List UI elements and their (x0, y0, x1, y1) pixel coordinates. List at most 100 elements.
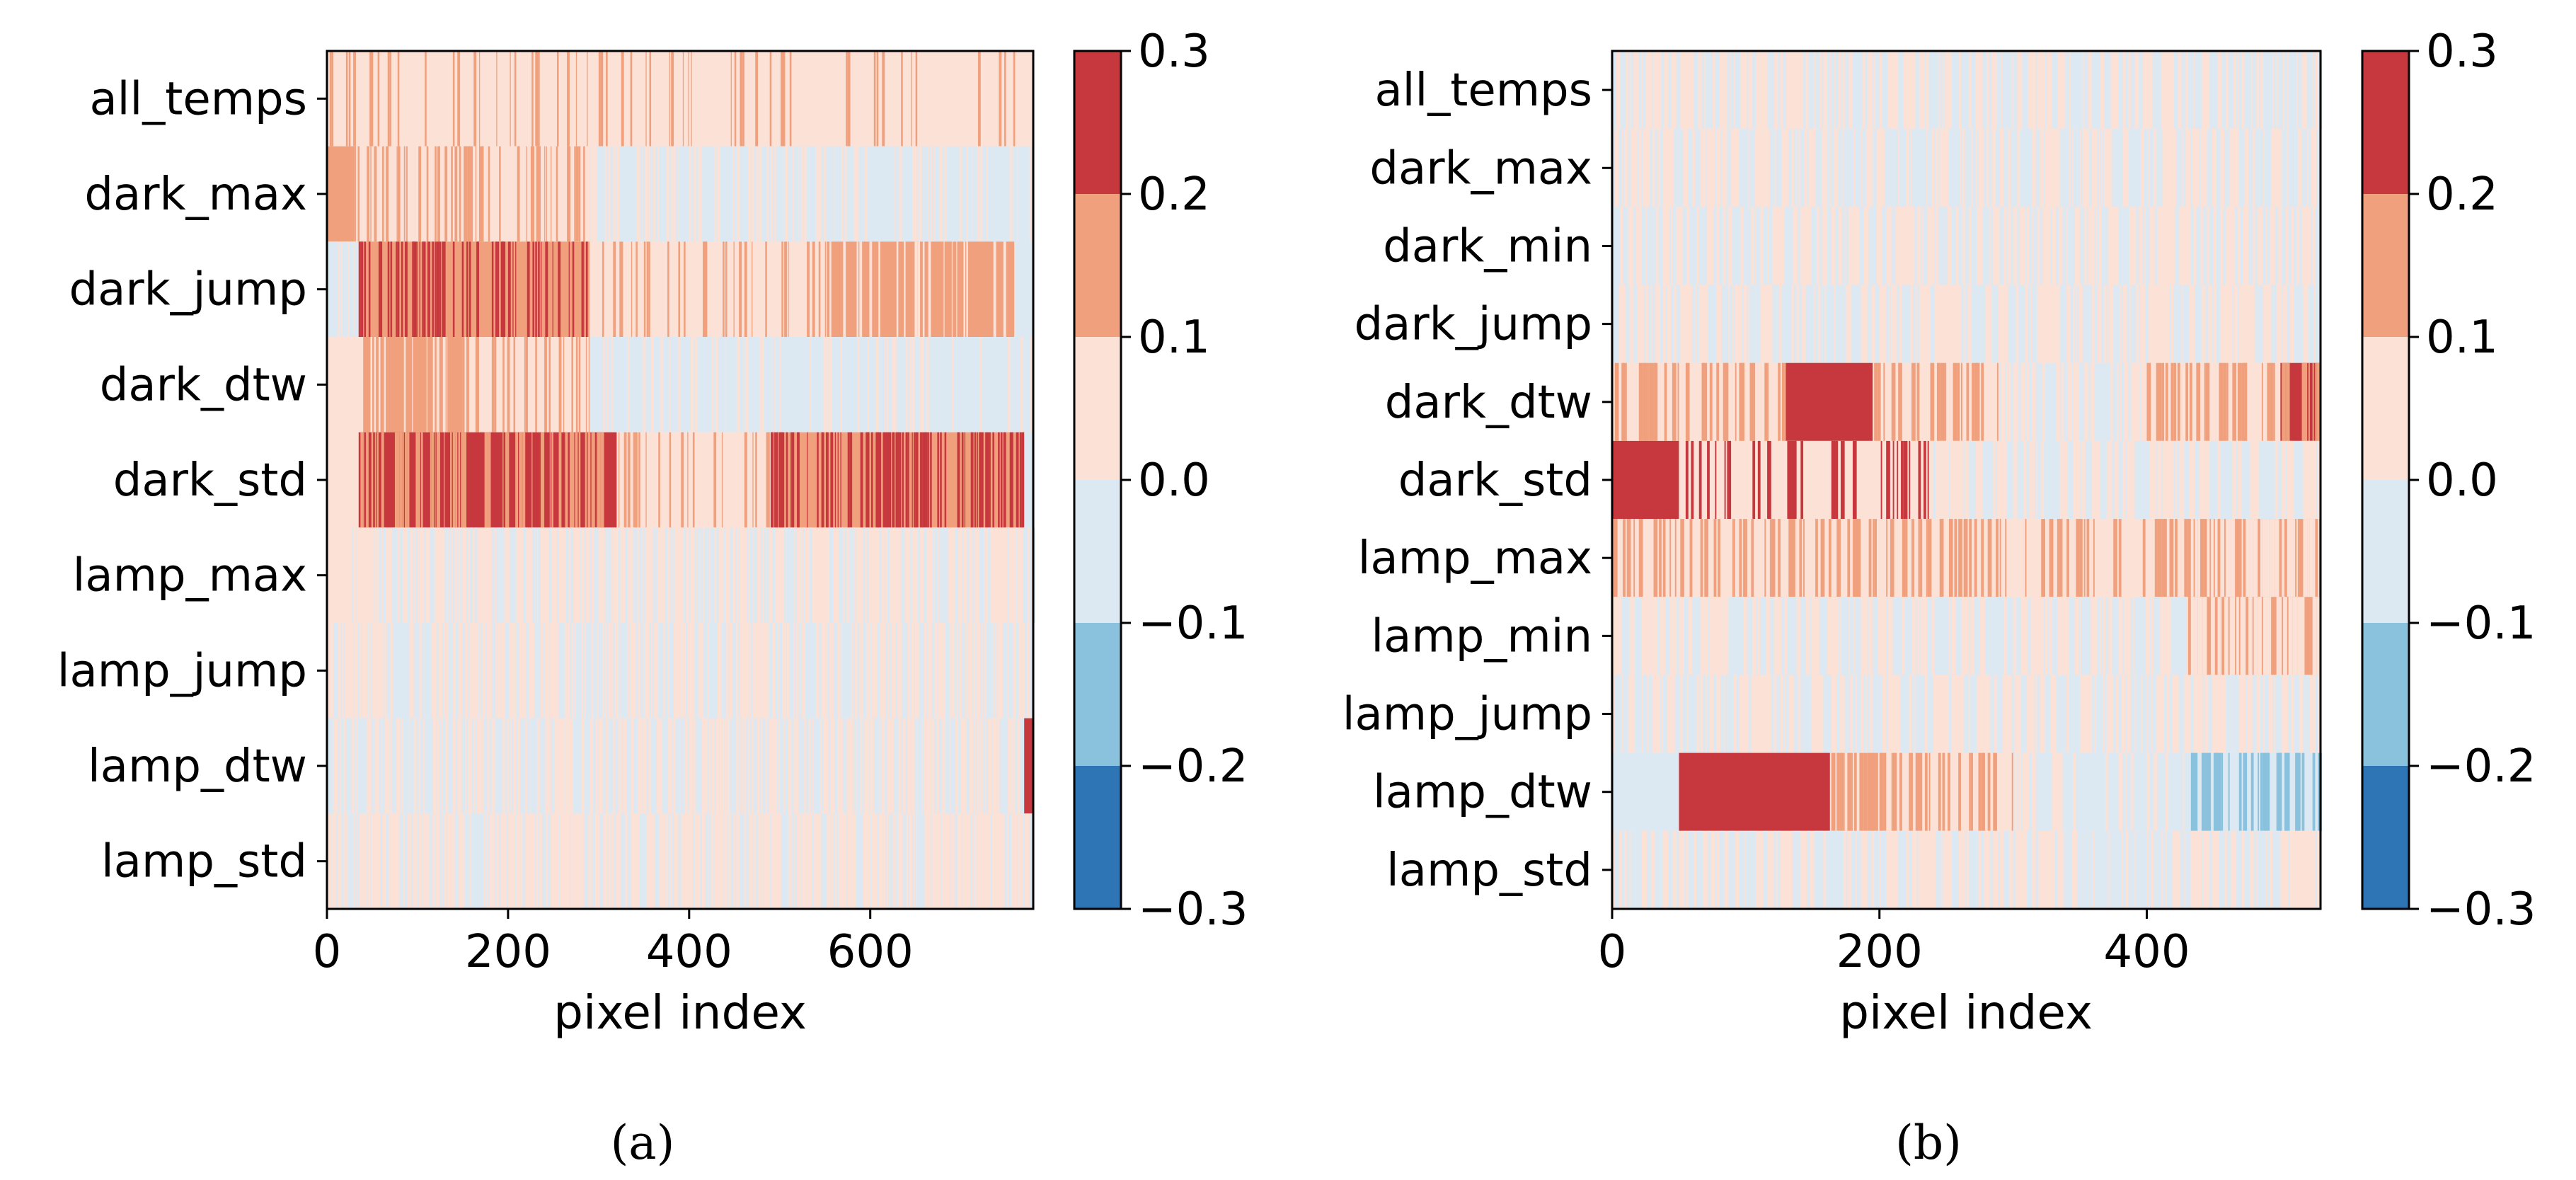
heat-stripe (1699, 831, 1703, 909)
heat-stripe (2065, 51, 2066, 129)
heat-stripe (2103, 597, 2105, 675)
heat-segment (1679, 753, 1829, 831)
heat-stripe (2206, 363, 2210, 441)
heat-stripe (2185, 285, 2190, 363)
heat-stripe (826, 241, 827, 337)
heat-stripe (1997, 675, 2001, 752)
heat-stripe (444, 813, 447, 909)
heat-stripe (2200, 597, 2203, 675)
heat-stripe (2260, 753, 2263, 831)
heat-stripe (1747, 51, 1749, 129)
heat-stripe (752, 147, 754, 242)
heat-stripe (599, 433, 601, 528)
heat-stripe (1934, 207, 1936, 285)
heat-stripe (840, 337, 842, 433)
heat-stripe (1714, 207, 1717, 285)
heat-stripe (1690, 597, 1693, 675)
heat-stripe (370, 337, 372, 433)
heat-segment (1015, 241, 1033, 337)
heat-stripe (914, 813, 916, 909)
heat-stripe (498, 241, 499, 337)
heat-stripe (735, 51, 737, 147)
heat-stripe (616, 813, 619, 909)
heat-stripe (773, 813, 775, 909)
colorbar-a: 0.30.20.10.0−0.1−0.2−0.3 (1074, 25, 1248, 936)
heat-stripe (2168, 441, 2171, 519)
heat-stripe (2287, 285, 2290, 363)
heat-stripe (841, 718, 844, 814)
colorbar-tick-label: 0.3 (2426, 25, 2498, 78)
heat-stripe (2274, 51, 2277, 129)
heat-stripe (375, 623, 377, 718)
heat-stripe (1886, 519, 1887, 597)
heat-stripe (424, 241, 426, 337)
heat-stripe (737, 718, 740, 814)
heat-stripe (857, 241, 859, 337)
heat-stripe (1747, 285, 1749, 363)
heat-stripe (1973, 51, 1976, 129)
heat-stripe (2279, 831, 2280, 909)
row-label: all_temps (1374, 64, 1592, 117)
heat-stripe (2173, 363, 2176, 441)
heat-stripe (2104, 207, 2107, 285)
heat-stripe (2268, 129, 2271, 207)
heat-stripe (471, 527, 473, 623)
heat-stripe (870, 718, 873, 814)
heat-stripe (974, 623, 976, 718)
heat-stripe (1010, 147, 1013, 242)
heat-stripe (485, 433, 488, 528)
heat-stripe (330, 623, 333, 718)
heat-stripe (816, 623, 818, 718)
heat-stripe (2179, 441, 2182, 519)
heat-stripe (375, 433, 376, 528)
caption-b: (b) (1895, 1116, 1962, 1170)
heat-stripe (1941, 51, 1943, 129)
heat-stripe (764, 813, 767, 909)
heat-stripe (538, 527, 541, 623)
heat-stripe (2119, 597, 2123, 675)
heat-stripe (2224, 597, 2229, 675)
heat-stripe (466, 623, 468, 718)
heat-stripe (898, 433, 900, 528)
heat-stripe (787, 527, 788, 623)
colorbar-band (1074, 194, 1121, 337)
heat-stripe (644, 241, 646, 337)
heat-stripe (1630, 597, 1633, 675)
heat-stripe (1004, 241, 1006, 337)
heat-stripe (736, 623, 738, 718)
heat-stripe (2008, 831, 2009, 909)
heat-stripe (594, 147, 597, 242)
heat-stripe (382, 623, 384, 718)
heat-stripe (805, 147, 806, 242)
heat-stripe (2263, 207, 2266, 285)
heat-stripe (556, 718, 559, 814)
heat-stripe (2270, 519, 2272, 597)
row-label: lamp_jump (1342, 689, 1592, 741)
heat-stripe (647, 241, 649, 337)
heat-stripe (548, 527, 549, 623)
heat-stripe (2175, 285, 2176, 363)
heat-stripe (519, 623, 522, 718)
heat-stripe (1929, 753, 1931, 831)
heat-stripe (783, 147, 784, 242)
heat-stripe (2120, 207, 2123, 285)
heat-stripe (697, 527, 700, 623)
heat-stripe (1684, 831, 1686, 909)
heat-stripe (1742, 285, 1743, 363)
heat-stripe (418, 527, 419, 623)
heat-stripe (988, 433, 990, 528)
heat-stripe (454, 623, 456, 718)
heat-stripe (962, 813, 965, 909)
heat-stripe (1911, 753, 1913, 831)
heat-stripe (765, 718, 767, 814)
heat-stripe (2081, 441, 2086, 519)
heat-stripe (499, 147, 501, 242)
heat-stripe (2231, 51, 2233, 129)
heat-stripe (1794, 285, 1797, 363)
row-label: lamp_dtw (88, 740, 307, 793)
heat-stripe (2077, 519, 2078, 597)
heat-stripe (2066, 597, 2069, 675)
heat-stripe (378, 51, 380, 147)
heat-stripe (2277, 519, 2279, 597)
heat-stripe (684, 813, 687, 909)
